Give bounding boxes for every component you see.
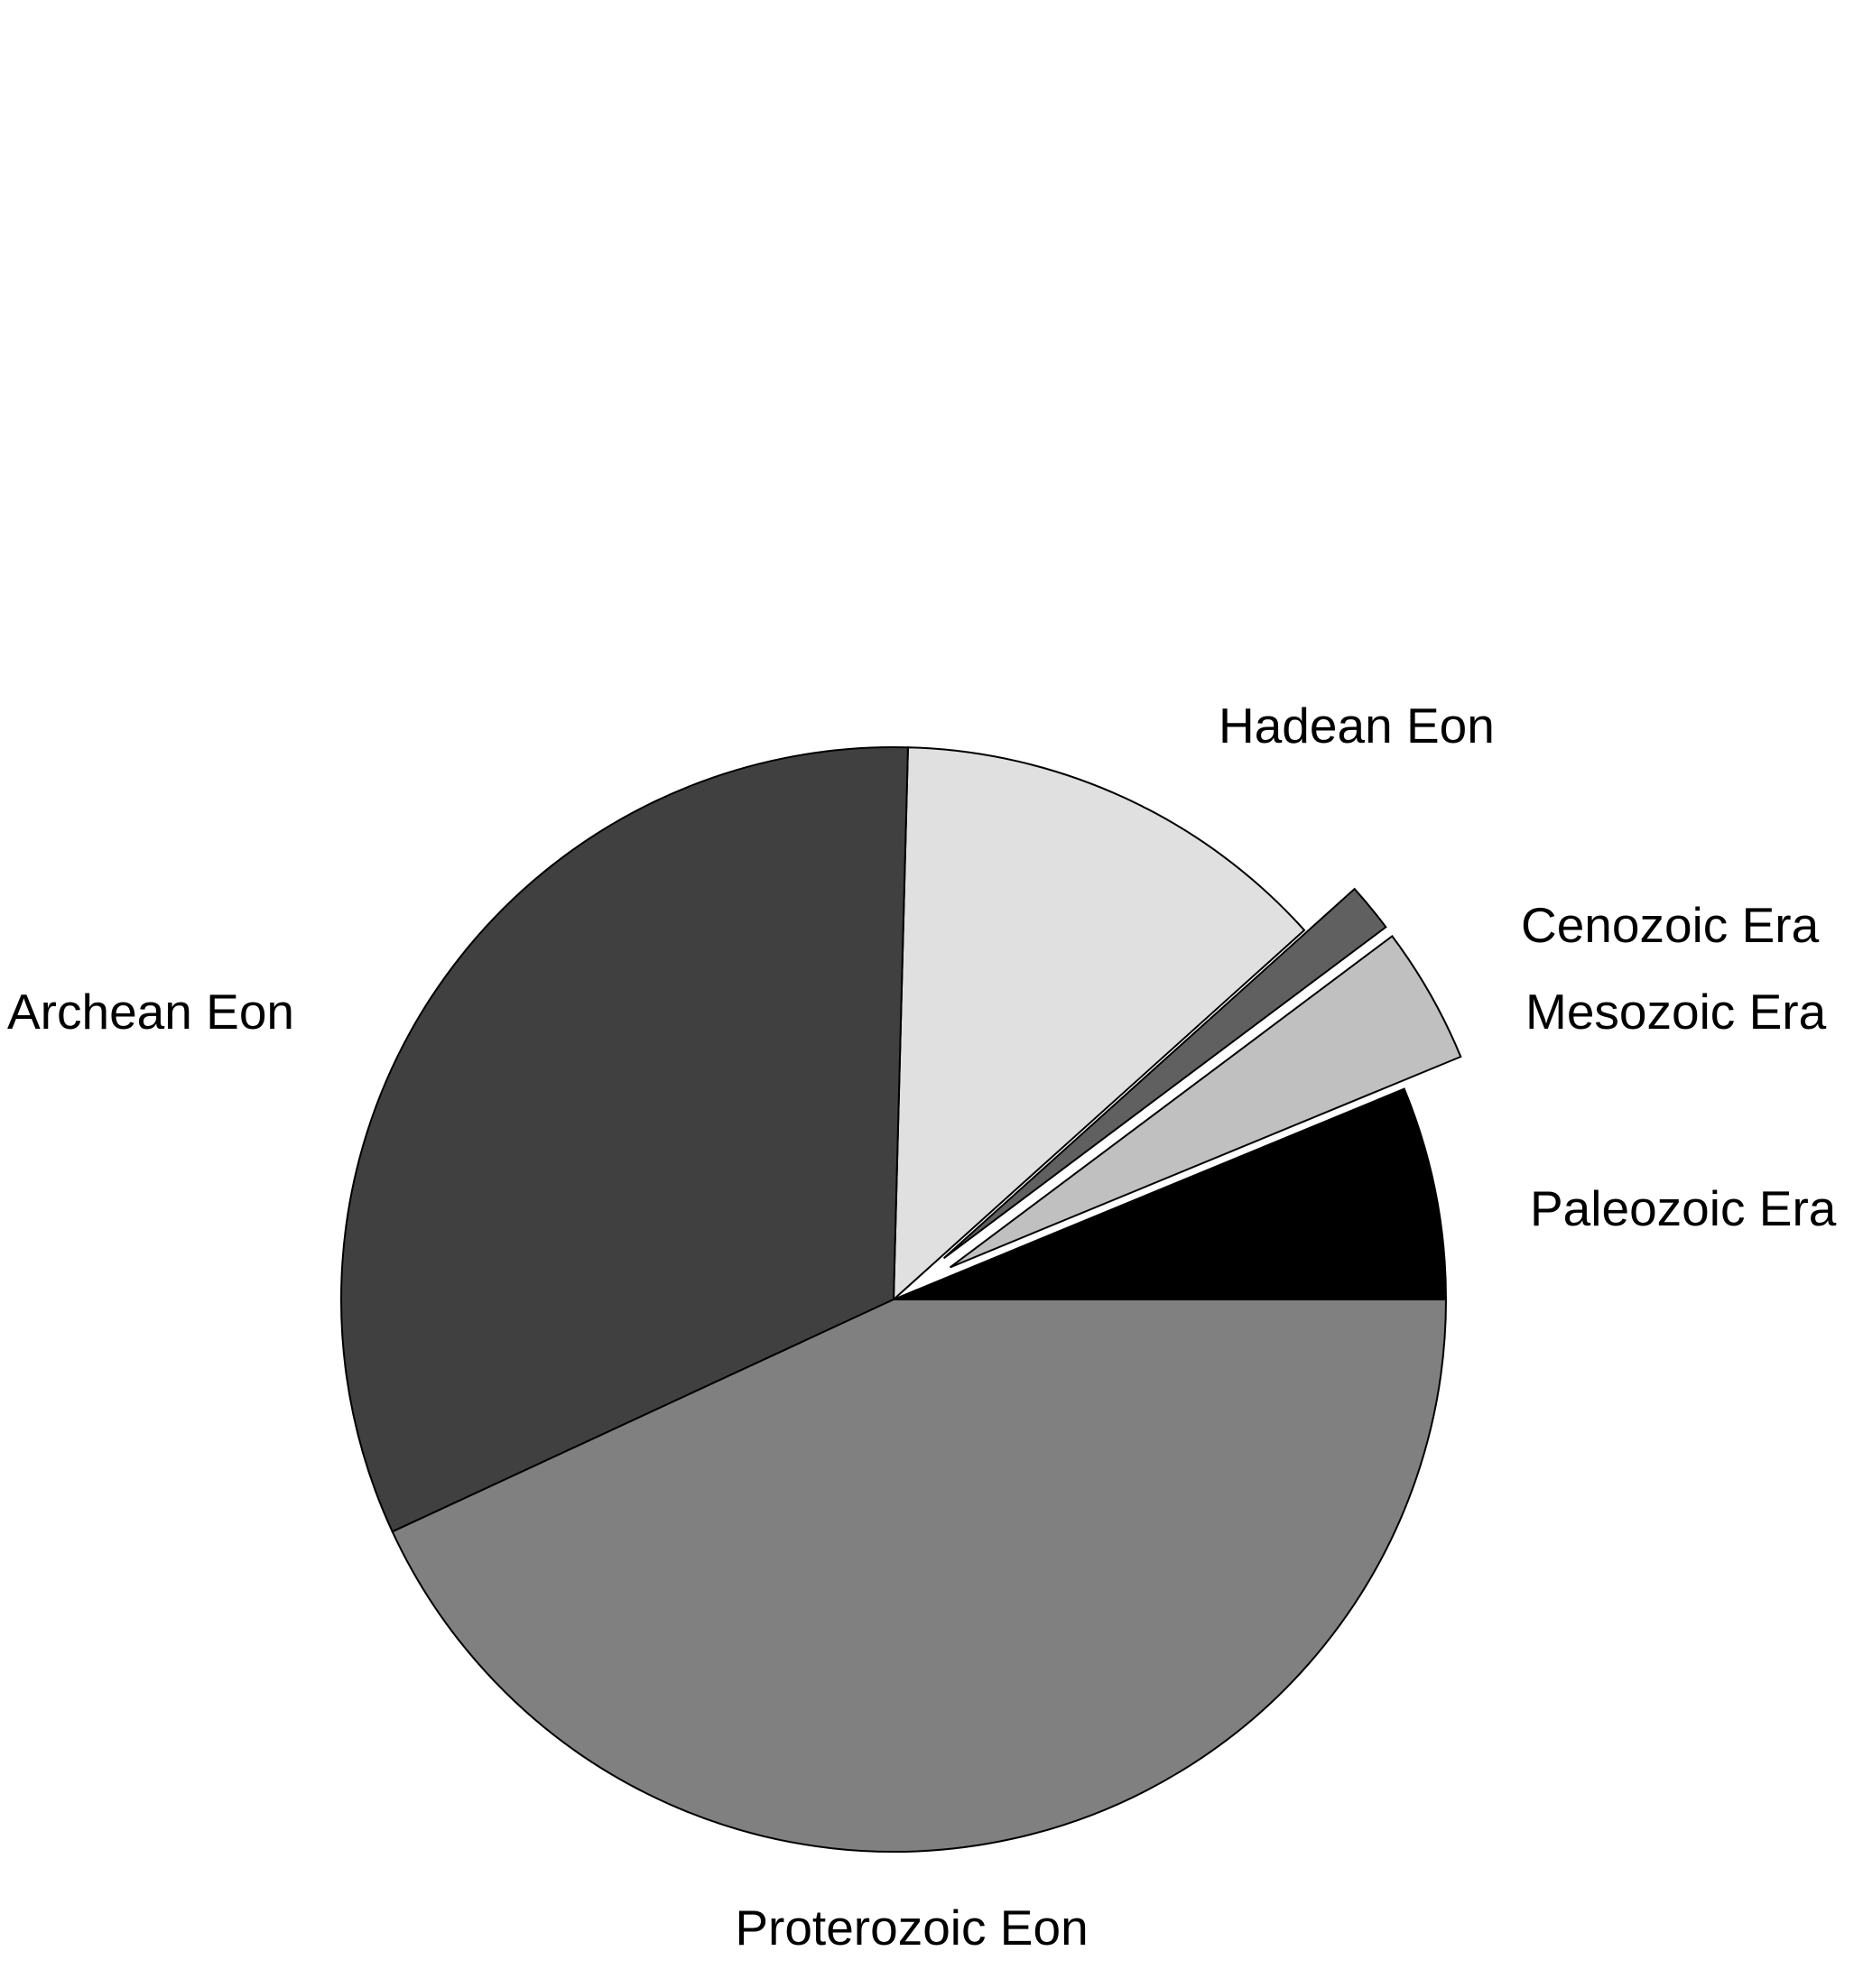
pie-slice-cenozoic-era bbox=[942, 887, 1387, 1260]
label-mesozoic-era: Mesozoic Era bbox=[1525, 984, 1827, 1040]
label-archean-eon: Archean Eon bbox=[7, 984, 294, 1040]
pie-slice-archean-eon bbox=[339, 746, 909, 1533]
label-paleozoic-era: Paleozoic Era bbox=[1530, 1180, 1837, 1236]
pie-slice-hadean-eon bbox=[892, 746, 1306, 1302]
pie-slice-paleozoic-era bbox=[893, 1087, 1448, 1300]
label-proterozoic-eon: Proterozoic Eon bbox=[735, 1900, 1088, 1956]
label-cenozoic-era: Cenozoic Era bbox=[1521, 897, 1820, 953]
pie-slice-proterozoic-eon bbox=[391, 1299, 1448, 1854]
label-hadean-eon: Hadean Eon bbox=[1219, 698, 1495, 754]
slice-labels: Paleozoic Era Mesozoic Era Cenozoic Era … bbox=[7, 698, 1837, 1956]
pie-slice-mesozoic-era bbox=[949, 935, 1462, 1269]
pie-slices bbox=[339, 746, 1462, 1854]
